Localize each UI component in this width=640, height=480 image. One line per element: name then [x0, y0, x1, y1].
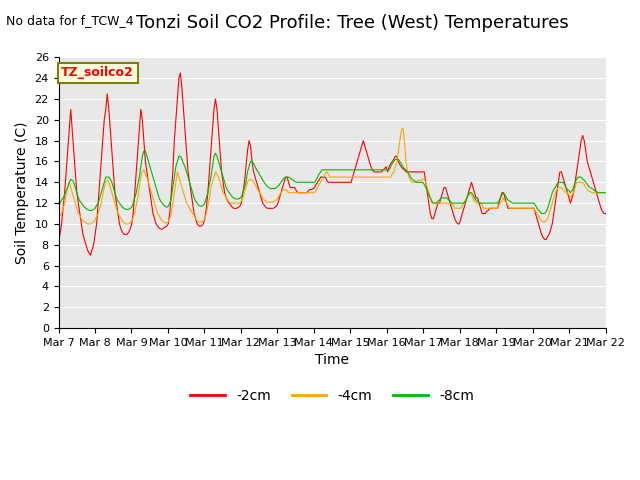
Y-axis label: Soil Temperature (C): Soil Temperature (C) [15, 121, 29, 264]
-2cm [124, 231, 131, 237]
-8cm [54, 202, 62, 208]
-4cm [237, 198, 245, 204]
-8cm [140, 148, 148, 154]
-4cm [220, 190, 227, 195]
Line: -4cm: -4cm [58, 128, 605, 224]
-2cm [574, 158, 582, 164]
-2cm [86, 252, 94, 258]
Text: Tonzi Soil CO2 Profile: Tree (West) Temperatures: Tonzi Soil CO2 Profile: Tree (West) Temp… [136, 14, 568, 33]
Line: -8cm: -8cm [58, 151, 605, 214]
-8cm [296, 180, 303, 185]
-4cm [296, 190, 303, 195]
-4cm [246, 176, 254, 182]
-8cm [602, 190, 609, 195]
Legend: -2cm, -4cm, -8cm: -2cm, -4cm, -8cm [185, 384, 479, 409]
Text: No data for f_TCW_4: No data for f_TCW_4 [6, 14, 134, 27]
-2cm [297, 190, 305, 195]
-2cm [239, 190, 247, 195]
X-axis label: Time: Time [315, 353, 349, 367]
Line: -2cm: -2cm [58, 73, 605, 255]
-8cm [122, 206, 129, 212]
-4cm [54, 214, 62, 219]
-8cm [246, 158, 254, 164]
-2cm [248, 158, 256, 164]
-4cm [399, 125, 407, 131]
-8cm [237, 194, 245, 200]
-2cm [54, 237, 62, 242]
-8cm [220, 174, 227, 180]
-4cm [84, 221, 92, 227]
-4cm [574, 180, 582, 185]
-4cm [602, 190, 609, 195]
-4cm [124, 221, 131, 227]
-8cm [538, 211, 545, 216]
-2cm [221, 190, 228, 195]
-2cm [177, 70, 184, 76]
-8cm [574, 174, 582, 180]
-2cm [602, 211, 609, 216]
Text: TZ_soilco2: TZ_soilco2 [61, 66, 134, 79]
